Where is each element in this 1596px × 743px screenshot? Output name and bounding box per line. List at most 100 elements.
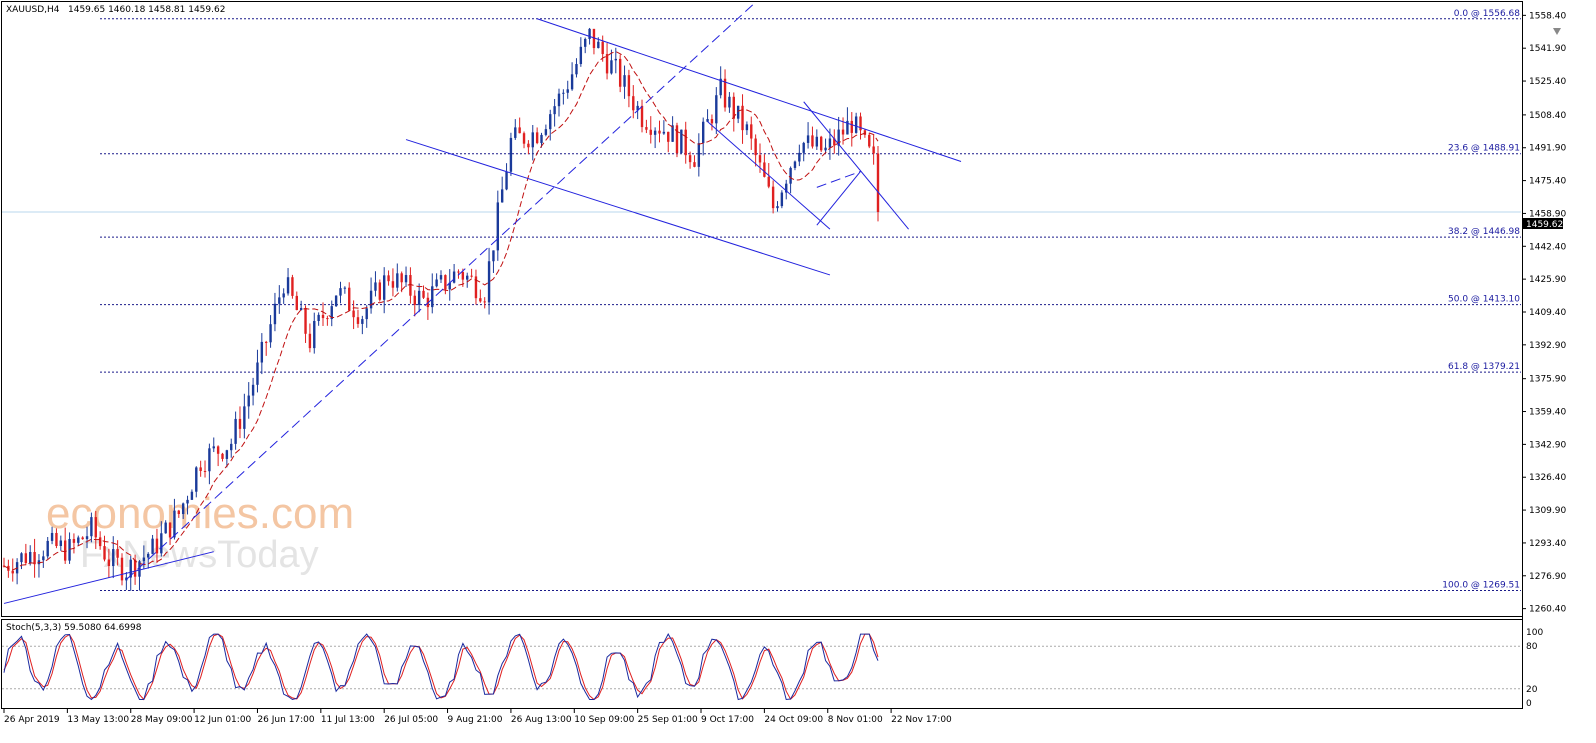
x-tick-label: 9 Aug 21:00 bbox=[448, 715, 503, 725]
candle-body bbox=[693, 162, 696, 167]
candle-body bbox=[854, 116, 858, 133]
candle-body bbox=[592, 28, 596, 49]
candle-body bbox=[828, 138, 832, 148]
candle-body bbox=[527, 143, 530, 148]
candle-body bbox=[431, 286, 434, 308]
candle-body bbox=[570, 74, 574, 90]
candle-body bbox=[168, 522, 172, 538]
candle-body bbox=[535, 132, 539, 144]
candle-body bbox=[348, 287, 351, 311]
candle-body bbox=[129, 559, 132, 578]
candle-body bbox=[195, 467, 198, 492]
candle-body bbox=[496, 202, 500, 251]
moving-average-line bbox=[3, 50, 879, 571]
candle-body bbox=[776, 206, 779, 209]
candle-body bbox=[326, 318, 329, 320]
candle-body bbox=[374, 282, 377, 291]
y-tick-label: 1475.40 bbox=[1529, 177, 1566, 187]
candle-body bbox=[186, 499, 189, 504]
fib-level-label: 38.2 @ 1446.98 bbox=[1448, 227, 1520, 237]
candle-body bbox=[868, 134, 871, 147]
candle-body bbox=[59, 540, 63, 546]
candle-body bbox=[356, 317, 360, 324]
candle-body bbox=[413, 295, 416, 305]
candle-body bbox=[177, 510, 180, 515]
candle-body bbox=[269, 324, 272, 343]
candle-body bbox=[553, 106, 556, 115]
candle-body bbox=[404, 275, 408, 283]
candle-body bbox=[299, 307, 303, 311]
y-tick-label: 1392.90 bbox=[1529, 341, 1566, 351]
candle-body bbox=[688, 155, 692, 163]
candle-body bbox=[623, 75, 626, 87]
candle-body bbox=[304, 307, 307, 334]
candle-body bbox=[435, 279, 438, 287]
candle-body bbox=[466, 275, 469, 280]
candle-body bbox=[94, 517, 97, 538]
candle-body bbox=[531, 132, 534, 148]
trendline bbox=[3, 551, 214, 604]
candle-body bbox=[334, 295, 338, 307]
candle-body bbox=[710, 119, 714, 124]
chart-shift-icon[interactable] bbox=[1553, 28, 1561, 35]
candle-body bbox=[295, 295, 298, 311]
stoch-y-tick-label: 80 bbox=[1526, 642, 1538, 652]
candle-body bbox=[29, 551, 32, 564]
candle-body bbox=[509, 137, 513, 172]
candle-body bbox=[216, 446, 220, 454]
candle-body bbox=[247, 395, 250, 407]
candle-body bbox=[518, 127, 521, 134]
fib-level-label: 61.8 @ 1379.21 bbox=[1448, 362, 1520, 372]
trendline bbox=[126, 1, 756, 580]
candle-body bbox=[645, 127, 648, 130]
candle-body bbox=[378, 282, 382, 300]
candle-body bbox=[55, 532, 58, 546]
candle-body bbox=[439, 275, 443, 280]
candle-body bbox=[719, 78, 722, 96]
candle-body bbox=[846, 120, 849, 135]
candle-body bbox=[771, 186, 775, 209]
x-tick-label: 11 Jul 13:00 bbox=[321, 715, 375, 725]
candle-body bbox=[479, 298, 482, 302]
candle-body bbox=[50, 532, 54, 541]
candle-body bbox=[636, 105, 639, 111]
candle-body bbox=[789, 167, 792, 184]
y-tick-label: 1326.40 bbox=[1529, 473, 1566, 483]
candle-body bbox=[330, 306, 333, 320]
candle-body bbox=[584, 38, 587, 47]
y-tick-label: 1260.40 bbox=[1529, 605, 1566, 615]
candle-body bbox=[750, 124, 753, 139]
candle-body bbox=[500, 189, 504, 203]
x-tick-label: 10 Sep 09:00 bbox=[574, 715, 634, 725]
current-price-tag bbox=[1523, 218, 1563, 229]
candle-body bbox=[575, 64, 578, 75]
candle-body bbox=[461, 272, 465, 280]
fib-level-label: 50.0 @ 1413.10 bbox=[1448, 295, 1520, 305]
candle-body bbox=[116, 549, 119, 558]
candle-body bbox=[819, 136, 823, 151]
candle-body bbox=[164, 522, 167, 534]
stoch-header: Stoch(5,3,3) 59.5080 64.6998 bbox=[6, 623, 142, 633]
candle-body bbox=[212, 446, 215, 449]
candle-body bbox=[680, 129, 683, 154]
current-price-label: 1459.62 bbox=[1526, 220, 1563, 230]
candle-body bbox=[649, 129, 652, 135]
candle-body bbox=[758, 155, 762, 163]
candle-body bbox=[278, 297, 281, 304]
candle-body bbox=[317, 314, 320, 321]
stoch-y-tick-label: 0 bbox=[1526, 699, 1532, 709]
candle-body bbox=[562, 92, 565, 94]
candle-body bbox=[46, 540, 49, 557]
candle-body bbox=[457, 271, 460, 273]
ohlc-header: 1459.65 1460.18 1458.81 1459.62 bbox=[68, 5, 225, 15]
candle-body bbox=[133, 559, 137, 577]
candle-body bbox=[81, 537, 84, 540]
candle-body bbox=[610, 60, 613, 74]
candle-body bbox=[98, 537, 102, 547]
candle-body bbox=[793, 161, 797, 168]
candle-body bbox=[597, 41, 600, 49]
candle-body bbox=[806, 135, 810, 143]
candle-body bbox=[605, 54, 609, 74]
candle-body bbox=[671, 125, 674, 142]
candle-body bbox=[627, 75, 631, 97]
